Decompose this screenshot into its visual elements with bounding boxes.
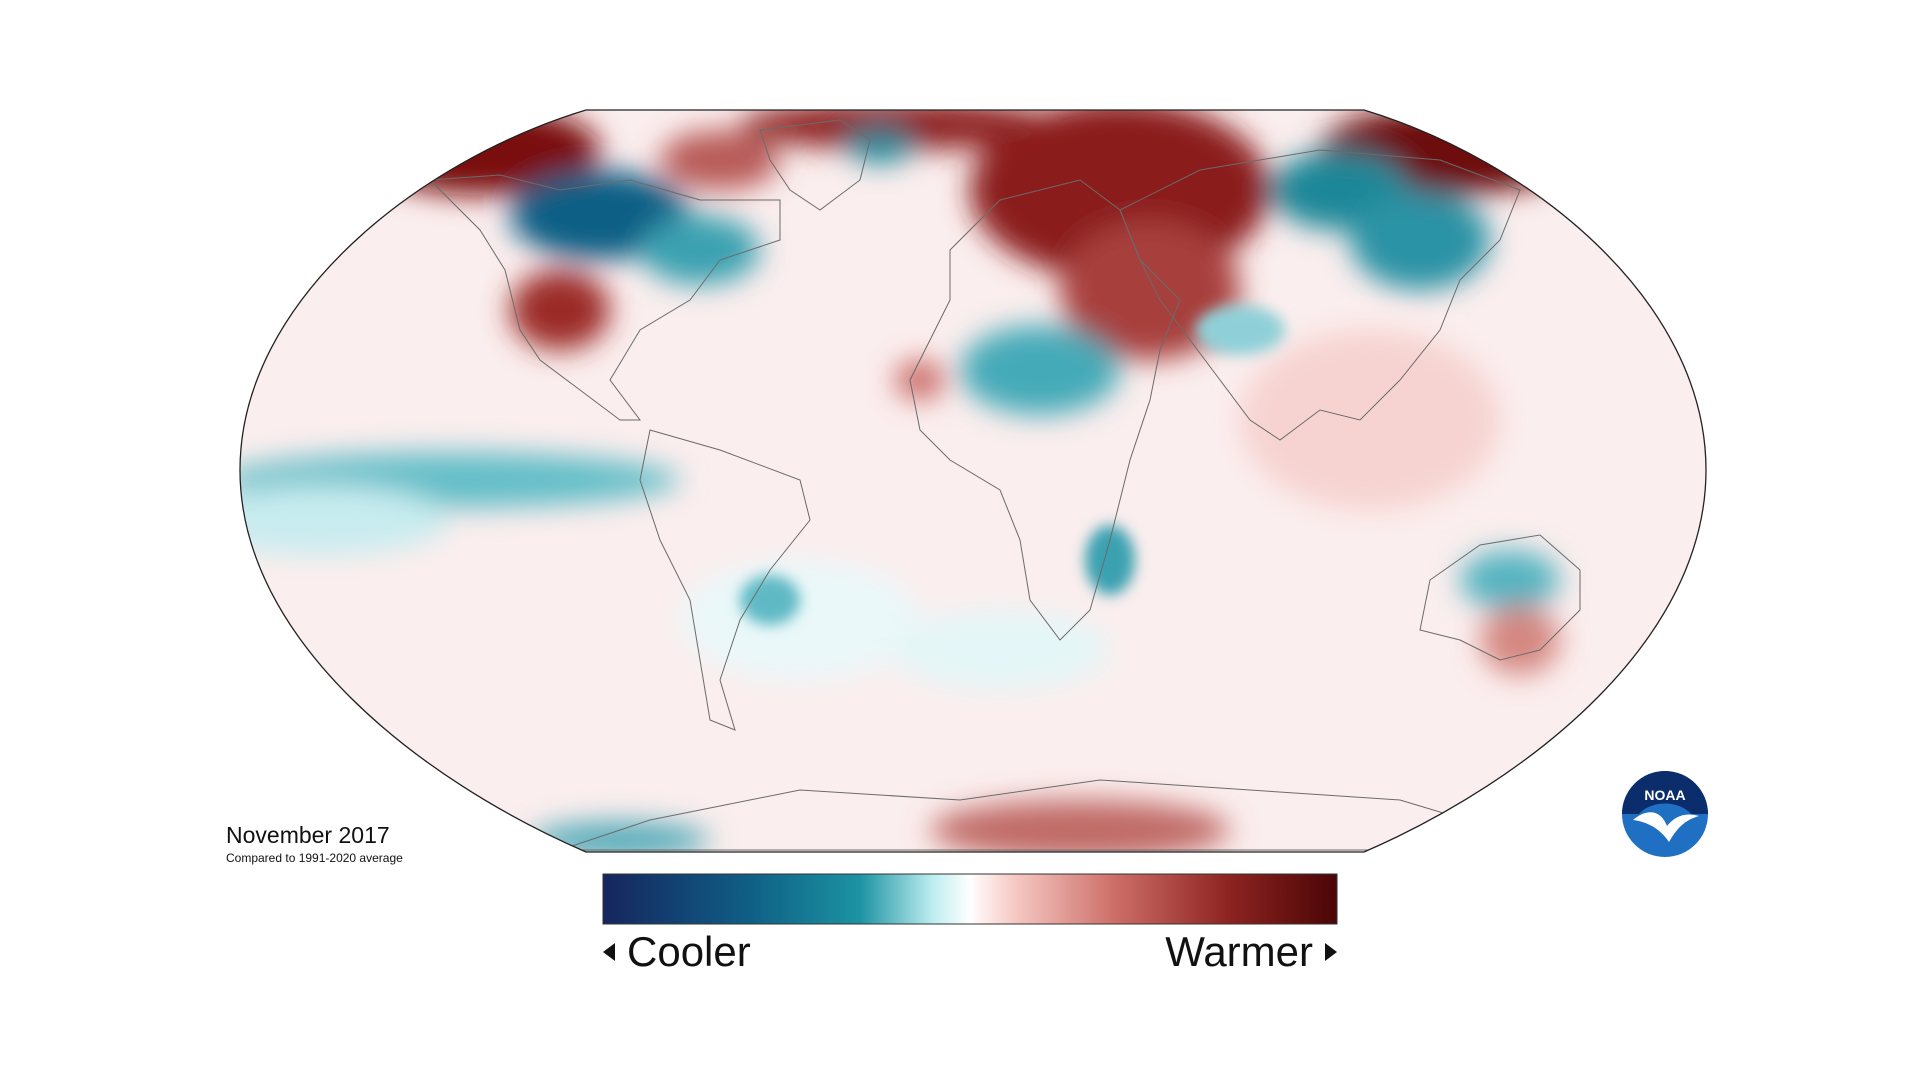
australia-outline xyxy=(1419,534,1581,661)
warmer-label-group: Warmer xyxy=(1165,928,1337,976)
warmer-label: Warmer xyxy=(1165,928,1313,975)
globe-border xyxy=(239,109,1707,853)
north-america-outline xyxy=(428,174,781,421)
map-caption-title: November 2017 xyxy=(226,822,390,848)
color-scale-bar xyxy=(602,873,1338,925)
anomaly-field xyxy=(240,110,1706,852)
asia-outline xyxy=(1119,149,1521,441)
noaa-logo: NOAA xyxy=(1622,771,1708,857)
cooler-label: Cooler xyxy=(627,928,751,975)
noaa-logo-text: NOAA xyxy=(1644,787,1685,803)
arrow-left-icon xyxy=(603,943,615,961)
greenland-outline xyxy=(759,119,871,211)
map-caption-subtitle: Compared to 1991-2020 average xyxy=(226,851,403,865)
arrow-right-icon xyxy=(1325,943,1337,961)
south-america-outline xyxy=(639,429,811,731)
cooler-label-group: Cooler xyxy=(603,928,751,976)
coastlines xyxy=(428,119,1581,851)
antarctica-outline xyxy=(559,779,1451,851)
